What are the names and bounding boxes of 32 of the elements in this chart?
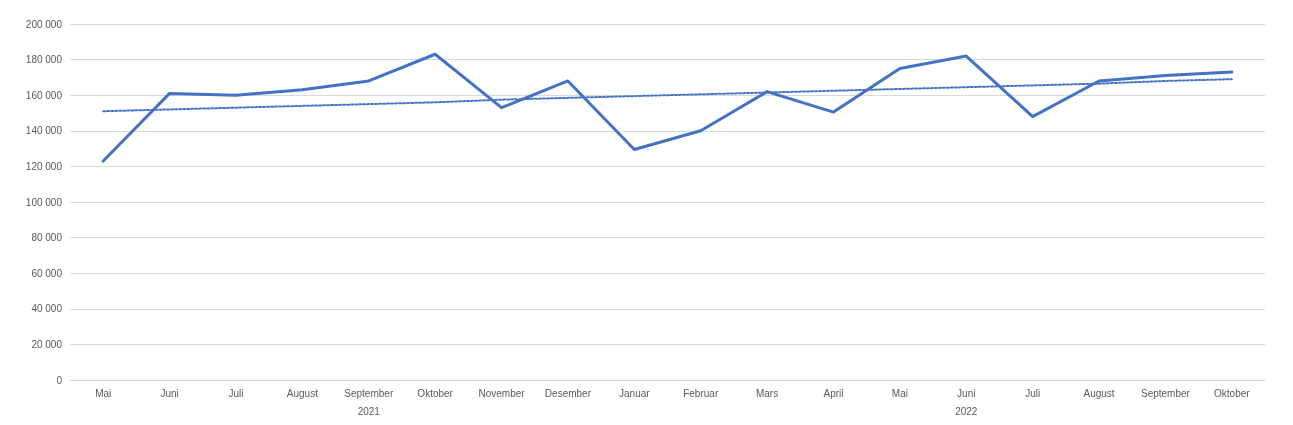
y-tick-label: 20 000 — [31, 338, 63, 350]
y-tick-label: 140 000 — [25, 125, 63, 137]
x-tick-label: September — [1140, 387, 1191, 399]
x-tick-label: Juli — [228, 387, 244, 399]
y-tick-label: 80 000 — [31, 232, 63, 244]
y-tick-label: 100 000 — [25, 196, 63, 208]
x-tick-label: Desember — [544, 387, 592, 399]
y-tick-label: 40 000 — [31, 303, 63, 315]
x-tick-label: April — [823, 387, 844, 399]
x-tick-label: November — [478, 387, 526, 399]
text: 2021 — [357, 405, 381, 417]
y-tick-label: 120 000 — [25, 160, 63, 172]
x-tick-label: August — [1083, 387, 1115, 399]
x-tick-label: Mars — [755, 387, 779, 399]
y-tick-label: 200 000 — [25, 18, 63, 30]
x-tick-label: Mai — [891, 387, 908, 399]
x-tick-label: Juni — [160, 387, 179, 399]
x-tick-label: September — [344, 387, 394, 399]
y-tick-label: 180 000 — [25, 54, 63, 66]
x-tick-label: Februar — [683, 387, 719, 399]
x-tick-label: Oktober — [1214, 387, 1251, 399]
y-tick-label: 60 000 — [31, 267, 63, 279]
x-tick-label: Juli — [1025, 387, 1041, 399]
line-series — [101, 52, 1234, 163]
x-tick-label: Mai — [95, 387, 112, 399]
x-tick-label: Juni — [957, 387, 976, 399]
x-tick-label: Oktober — [417, 387, 454, 399]
x-tick-label: Januar — [619, 387, 651, 399]
y-tick-label: 0 — [56, 374, 63, 386]
text: 2022 — [955, 405, 978, 417]
x-tick-label: August — [286, 387, 319, 399]
y-tick-label: 160 000 — [25, 89, 63, 101]
